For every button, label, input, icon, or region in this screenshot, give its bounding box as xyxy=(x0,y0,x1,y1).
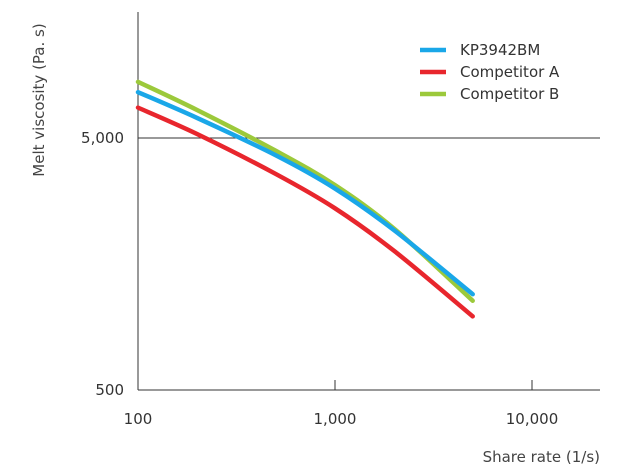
x-axis-title: Share rate (1/s) xyxy=(483,448,600,466)
series-layer xyxy=(135,79,475,319)
tick-labels: 100 1,000 10,000 500 5,000 xyxy=(81,129,558,428)
legend-label: Competitor B xyxy=(460,85,559,103)
axes-layer xyxy=(137,12,600,391)
y-tick-label: 5,000 xyxy=(81,129,124,147)
legend: KP3942BM Competitor A Competitor B xyxy=(420,41,560,103)
x-tick-label: 10,000 xyxy=(506,410,559,428)
legend-label: Competitor A xyxy=(460,63,560,81)
series-line-competitor-a xyxy=(135,105,475,319)
x-tick-label: 100 xyxy=(124,410,153,428)
x-tick-label: 1,000 xyxy=(314,410,357,428)
y-tick-label: 500 xyxy=(95,381,124,399)
series-line-kp3942bm xyxy=(135,89,475,297)
y-axis-title: Melt viscosity (Pa. s) xyxy=(30,23,48,176)
legend-label: KP3942BM xyxy=(460,41,540,59)
